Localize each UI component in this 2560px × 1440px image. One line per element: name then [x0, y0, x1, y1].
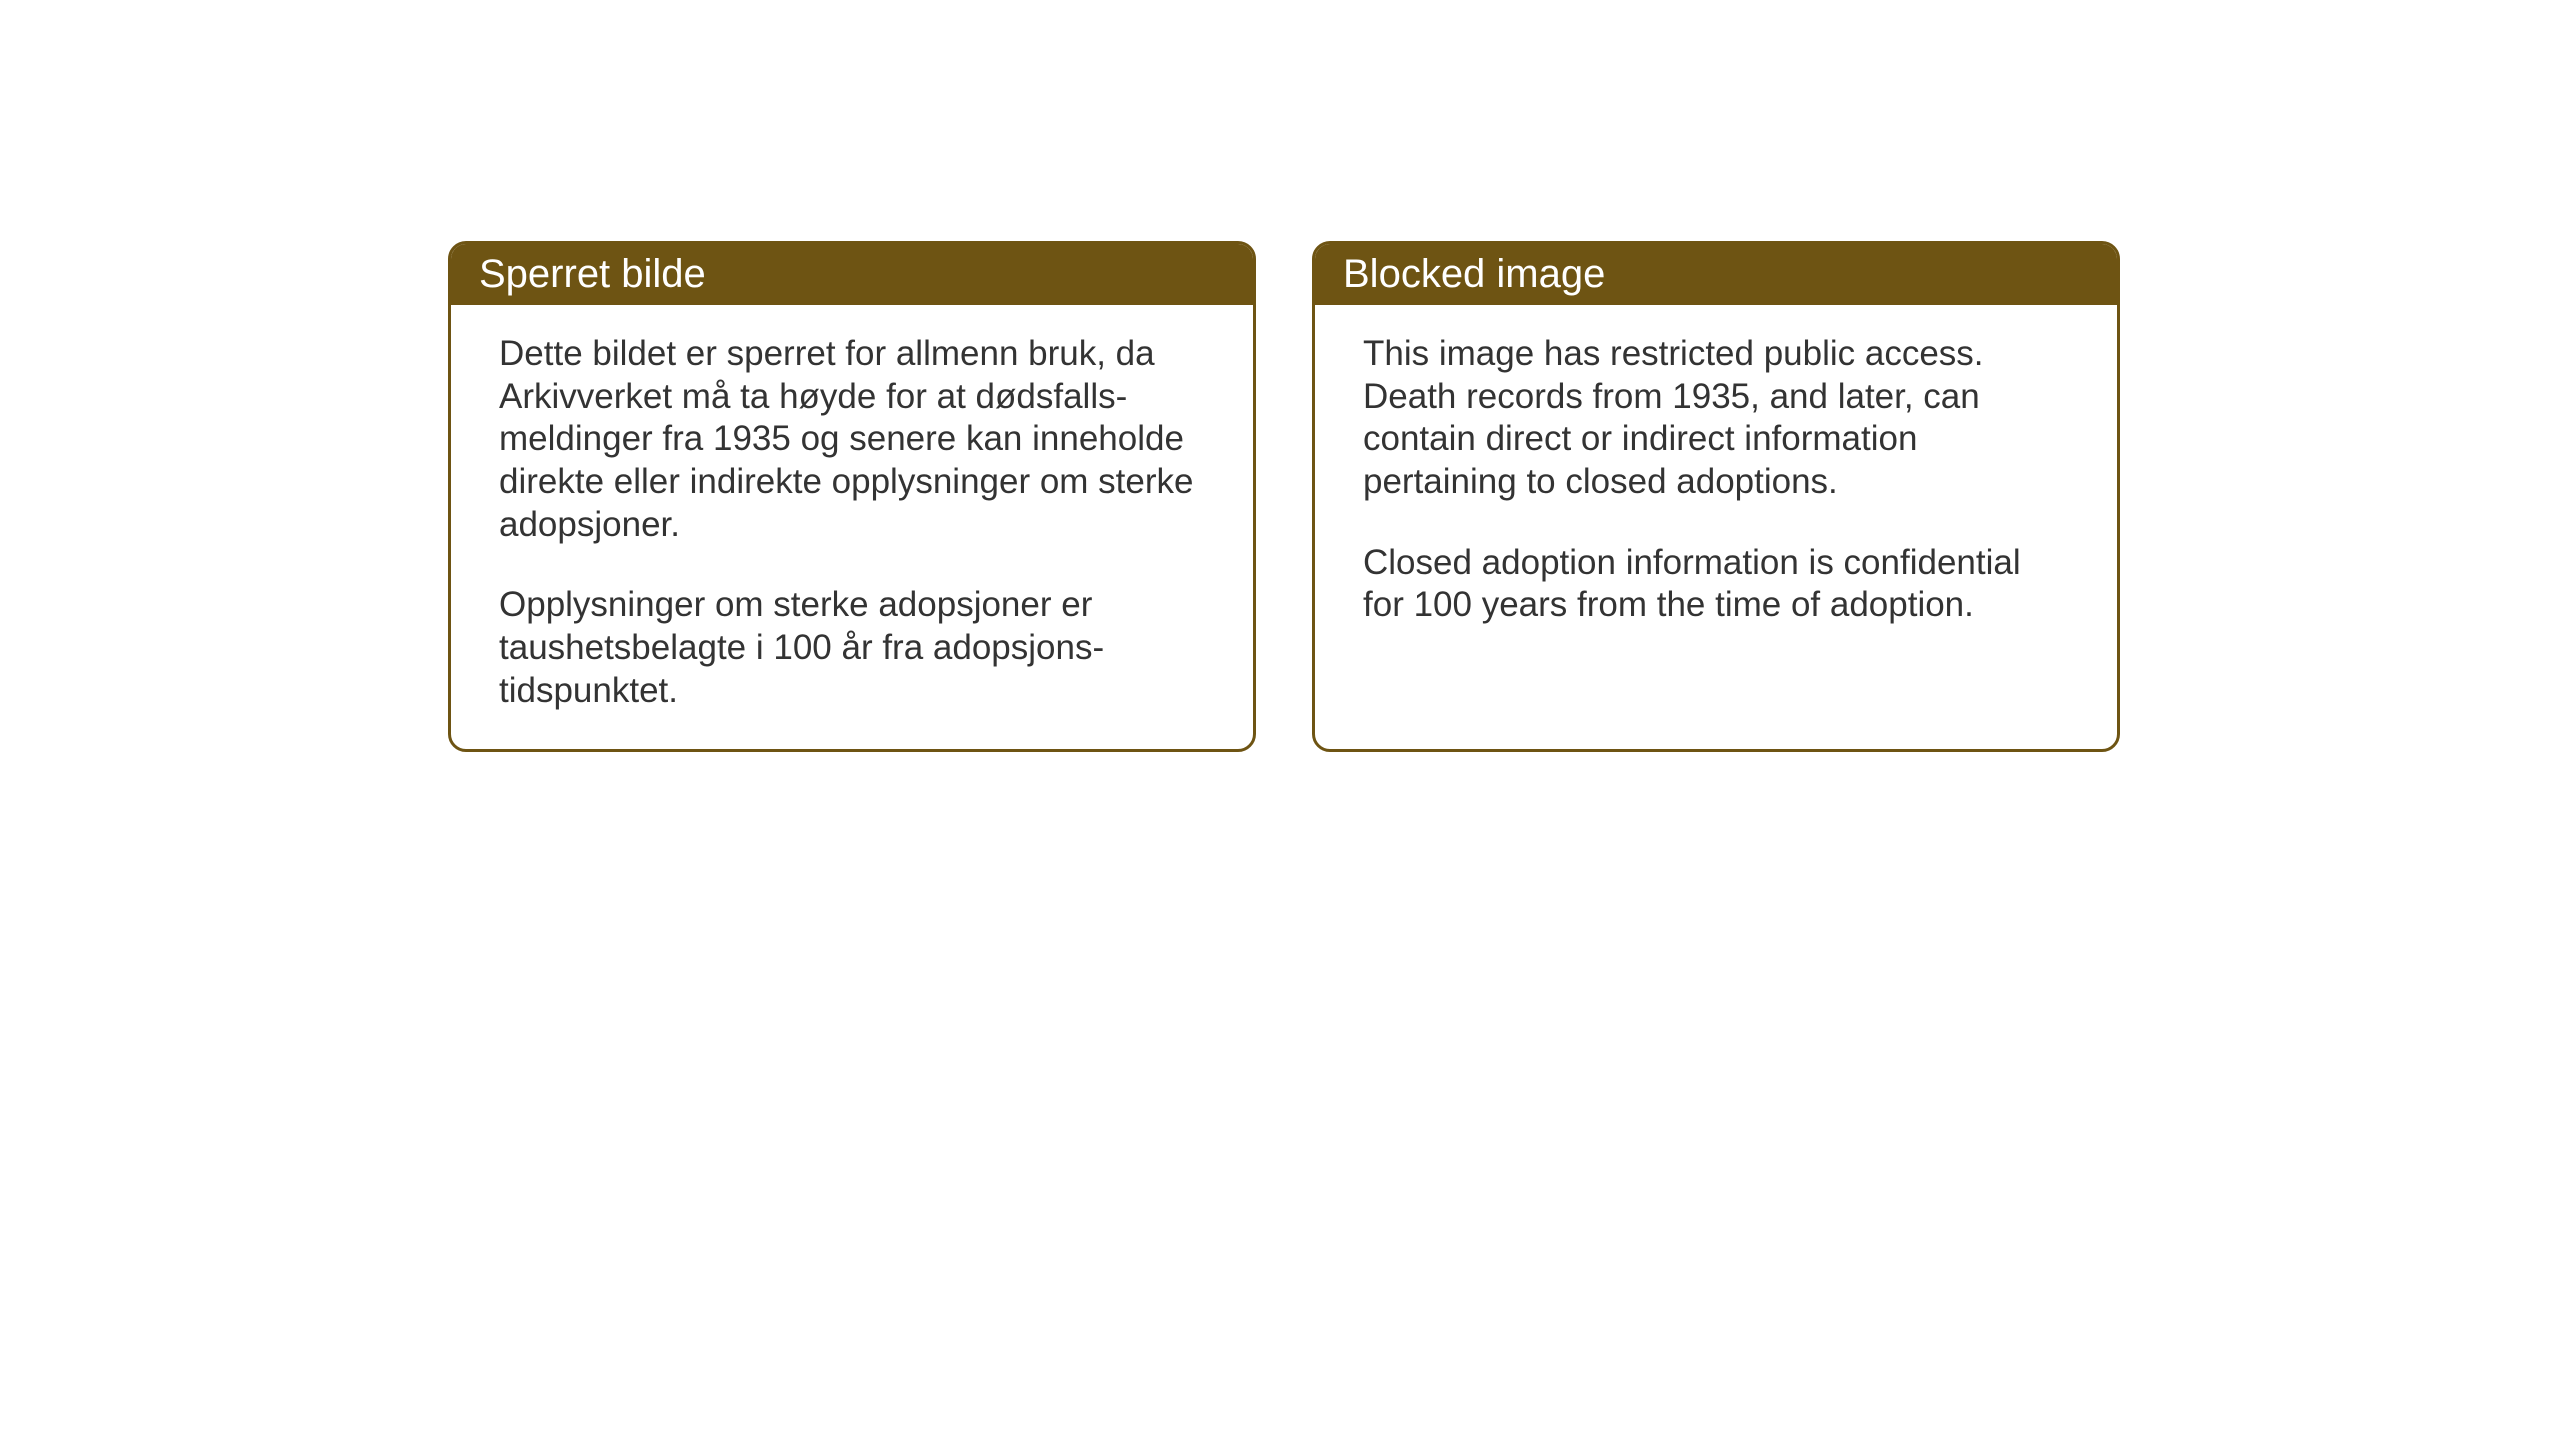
cards-container: Sperret bilde Dette bildet er sperret fo… [448, 241, 2120, 752]
card-paragraph-1-norwegian: Dette bildet er sperret for allmenn bruk… [499, 333, 1205, 546]
card-paragraph-1-english: This image has restricted public access.… [1363, 333, 2069, 504]
card-paragraph-2-norwegian: Opplysninger om sterke adopsjoner er tau… [499, 584, 1205, 712]
card-body-english: This image has restricted public access.… [1315, 305, 2117, 663]
card-english: Blocked image This image has restricted … [1312, 241, 2120, 752]
card-header-english: Blocked image [1315, 244, 2117, 305]
card-body-norwegian: Dette bildet er sperret for allmenn bruk… [451, 305, 1253, 749]
card-title-norwegian: Sperret bilde [479, 252, 706, 296]
card-title-english: Blocked image [1343, 252, 1605, 296]
card-norwegian: Sperret bilde Dette bildet er sperret fo… [448, 241, 1256, 752]
card-header-norwegian: Sperret bilde [451, 244, 1253, 305]
card-paragraph-2-english: Closed adoption information is confident… [1363, 542, 2069, 627]
